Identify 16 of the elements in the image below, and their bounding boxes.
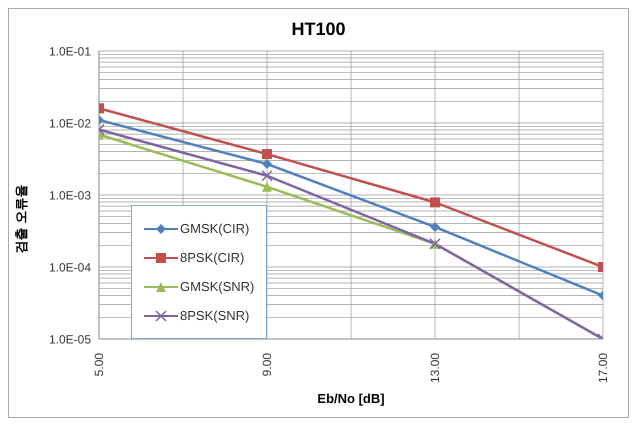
y-axis-title: 검출 오류율 [12,184,29,254]
legend-label: 8PSK(CIR) [180,250,244,265]
legend-label: 8PSK(SNR) [180,308,250,323]
x-tick-label: 13.00 [428,352,442,384]
x-tick-label: 5.00 [92,352,106,376]
y-tick-label: 1.0E-05 [48,332,92,346]
chart-title: HT100 [290,19,347,40]
x-tick-label: 9.00 [260,352,274,376]
y-tick-label: 1.0E-01 [48,44,92,58]
y-tick-label: 1.0E-02 [48,116,92,130]
x-axis-title: Eb/No [dB] [317,391,385,406]
y-tick-label: 1.0E-03 [48,188,92,202]
legend-label: GMSK(CIR) [180,221,250,236]
y-tick-label: 1.0E-04 [48,260,92,274]
legend-label: GMSK(SNR) [180,279,254,294]
x-tick-label: 17.00 [596,352,610,384]
